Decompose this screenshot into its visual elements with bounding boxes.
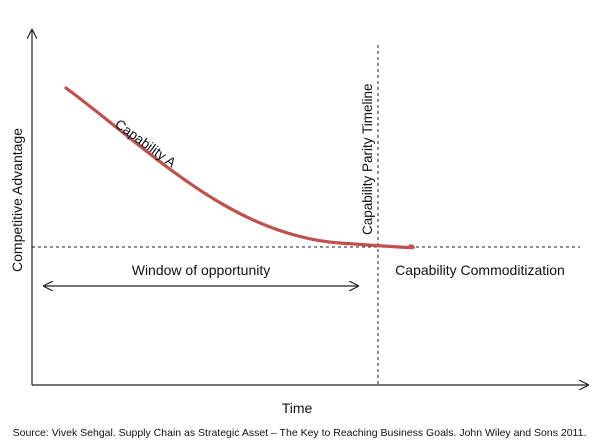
x-axis-label: Time: [282, 400, 313, 416]
window-of-opportunity-label: Window of opportunity: [132, 262, 271, 278]
y-axis-label: Competitive Advantage: [9, 128, 25, 272]
parity-timeline-label: Capability Parity Timeline: [360, 83, 375, 235]
curve-label: Capability A: [112, 116, 178, 170]
commoditization-label: Capability Commoditization: [395, 262, 565, 278]
source-citation: Source: Vivek Sehgal. Supply Chain as St…: [12, 427, 587, 439]
capability-a-curve: [64, 86, 415, 250]
